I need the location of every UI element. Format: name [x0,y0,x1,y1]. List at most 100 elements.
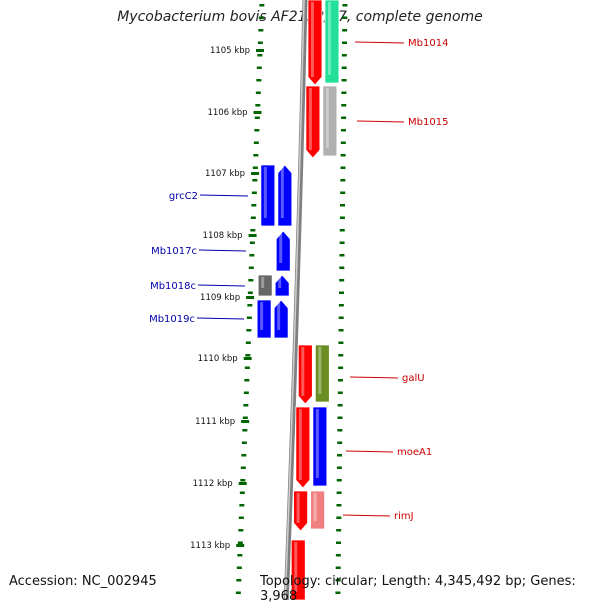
gene-label-leader [197,284,246,287]
gene-feature-block[interactable] [256,299,272,339]
inner-scale-dot [240,479,246,482]
tick-label: 1110 kbp [198,354,238,364]
gene-feature-block-shine [318,347,322,394]
outer-scale-dot [339,279,345,282]
gene-arrow-shine [277,302,281,330]
inner-scale-dot [241,454,247,457]
gene-feature-block[interactable] [312,406,328,487]
gene-label-leader [345,450,394,453]
tick-label: 1113 kbp [190,541,230,551]
gene-label[interactable]: galU [402,373,425,384]
tick-mark [251,172,260,175]
inner-scale-dot [244,379,250,382]
inner-scale-dot [239,491,245,494]
inner-scale-dot [242,416,248,419]
inner-scale-dot [251,204,257,207]
outer-scale-dot [342,4,348,7]
outer-scale-dot [336,516,342,519]
gene-arrow-shine [279,233,283,263]
inner-scale-dot [254,129,260,132]
outer-scale-dot [341,66,347,69]
inner-scale-dot [257,54,263,57]
inner-scale-dot [237,541,243,544]
outer-scale-dot [339,266,345,269]
gene-label[interactable]: Mb1014 [408,38,448,49]
gene-feature-block-shine [313,493,317,521]
gene-arrow-shine [298,409,302,480]
gene-label[interactable]: Mb1015 [408,117,448,128]
inner-scale-dot [239,504,245,507]
gene-arrow[interactable] [273,299,289,339]
tick-mark [246,296,255,299]
gene-arrow-shine [278,277,282,288]
outer-scale-dot [341,79,347,82]
gene-label[interactable]: grcC2 [169,191,198,202]
gene-feature-block[interactable] [260,164,276,227]
outer-scale-dot [337,391,343,394]
gene-label[interactable]: rimJ [394,511,414,522]
tick-label: 1108 kbp [203,231,243,241]
gene-arrow[interactable] [307,0,323,86]
inner-scale-dot [238,529,244,532]
gene-arrow[interactable] [297,344,313,405]
inner-scale-dot [249,254,255,257]
tick-label: 1105 kbp [210,46,250,56]
outer-scale-dot [338,354,344,357]
outer-scale-dot [339,254,345,257]
gene-arrow-shine [301,347,305,396]
gene-feature-block[interactable] [310,490,326,530]
inner-scale-dot [259,4,265,7]
gene-feature-block-shine [325,88,329,148]
outer-scale-dot [338,304,344,307]
inner-scale-dot [237,554,243,557]
outer-scale-dot [339,216,345,219]
gene-label-leader [342,514,391,517]
outer-scale-dot [335,591,341,594]
inner-scale-dot [243,404,249,407]
gene-feature-block[interactable] [314,344,330,403]
tick-label: 1112 kbp [193,479,233,489]
tick-label: 1111 kbp [195,417,235,427]
tick-mark [241,420,250,423]
genome-backbone [283,0,308,600]
inner-scale-dot [247,291,253,294]
outer-scale-dot [335,566,341,569]
gene-feature-block[interactable] [324,0,340,84]
gene-feature-block-shine [315,409,319,478]
gene-arrow[interactable] [293,490,309,532]
outer-scale-dot [339,291,345,294]
gene-arrow[interactable] [305,85,321,159]
outer-scale-dot [340,179,346,182]
gene-arrow-shine [308,88,312,150]
outer-scale-dot [341,104,347,107]
outer-scale-dot [342,16,348,19]
gene-feature-block[interactable] [257,274,273,297]
gene-label[interactable]: Mb1019c [149,314,195,325]
outer-scale-dot [341,116,347,119]
tick-mark [238,482,247,485]
gene-arrow[interactable] [295,406,311,489]
inner-scale-dot [246,329,252,332]
gene-arrow-partial[interactable] [290,539,306,600]
tick-label: 1109 kbp [200,293,240,303]
gene-feature-block-shine [260,302,264,330]
outer-scale-dot [336,504,342,507]
inner-scale-dot [256,79,262,82]
inner-scale-dot [251,191,257,194]
gene-feature-block[interactable] [322,85,338,157]
inner-scale-dot [245,354,251,357]
gene-label[interactable]: moeA1 [397,447,432,458]
gene-arrow[interactable] [275,230,291,272]
gene-arrow[interactable] [274,274,290,297]
gene-arrow[interactable] [277,164,293,227]
outer-scale-dot [338,316,344,319]
gene-label[interactable]: Mb1017c [151,246,197,257]
gene-label[interactable]: Mb1018c [150,281,196,292]
gene-label-leader [349,376,399,379]
outer-scale-dot [342,29,348,32]
inner-scale-dot [236,566,242,569]
inner-scale-dot [238,516,244,519]
inner-scale-dot [258,29,264,32]
tick-mark [248,234,257,237]
